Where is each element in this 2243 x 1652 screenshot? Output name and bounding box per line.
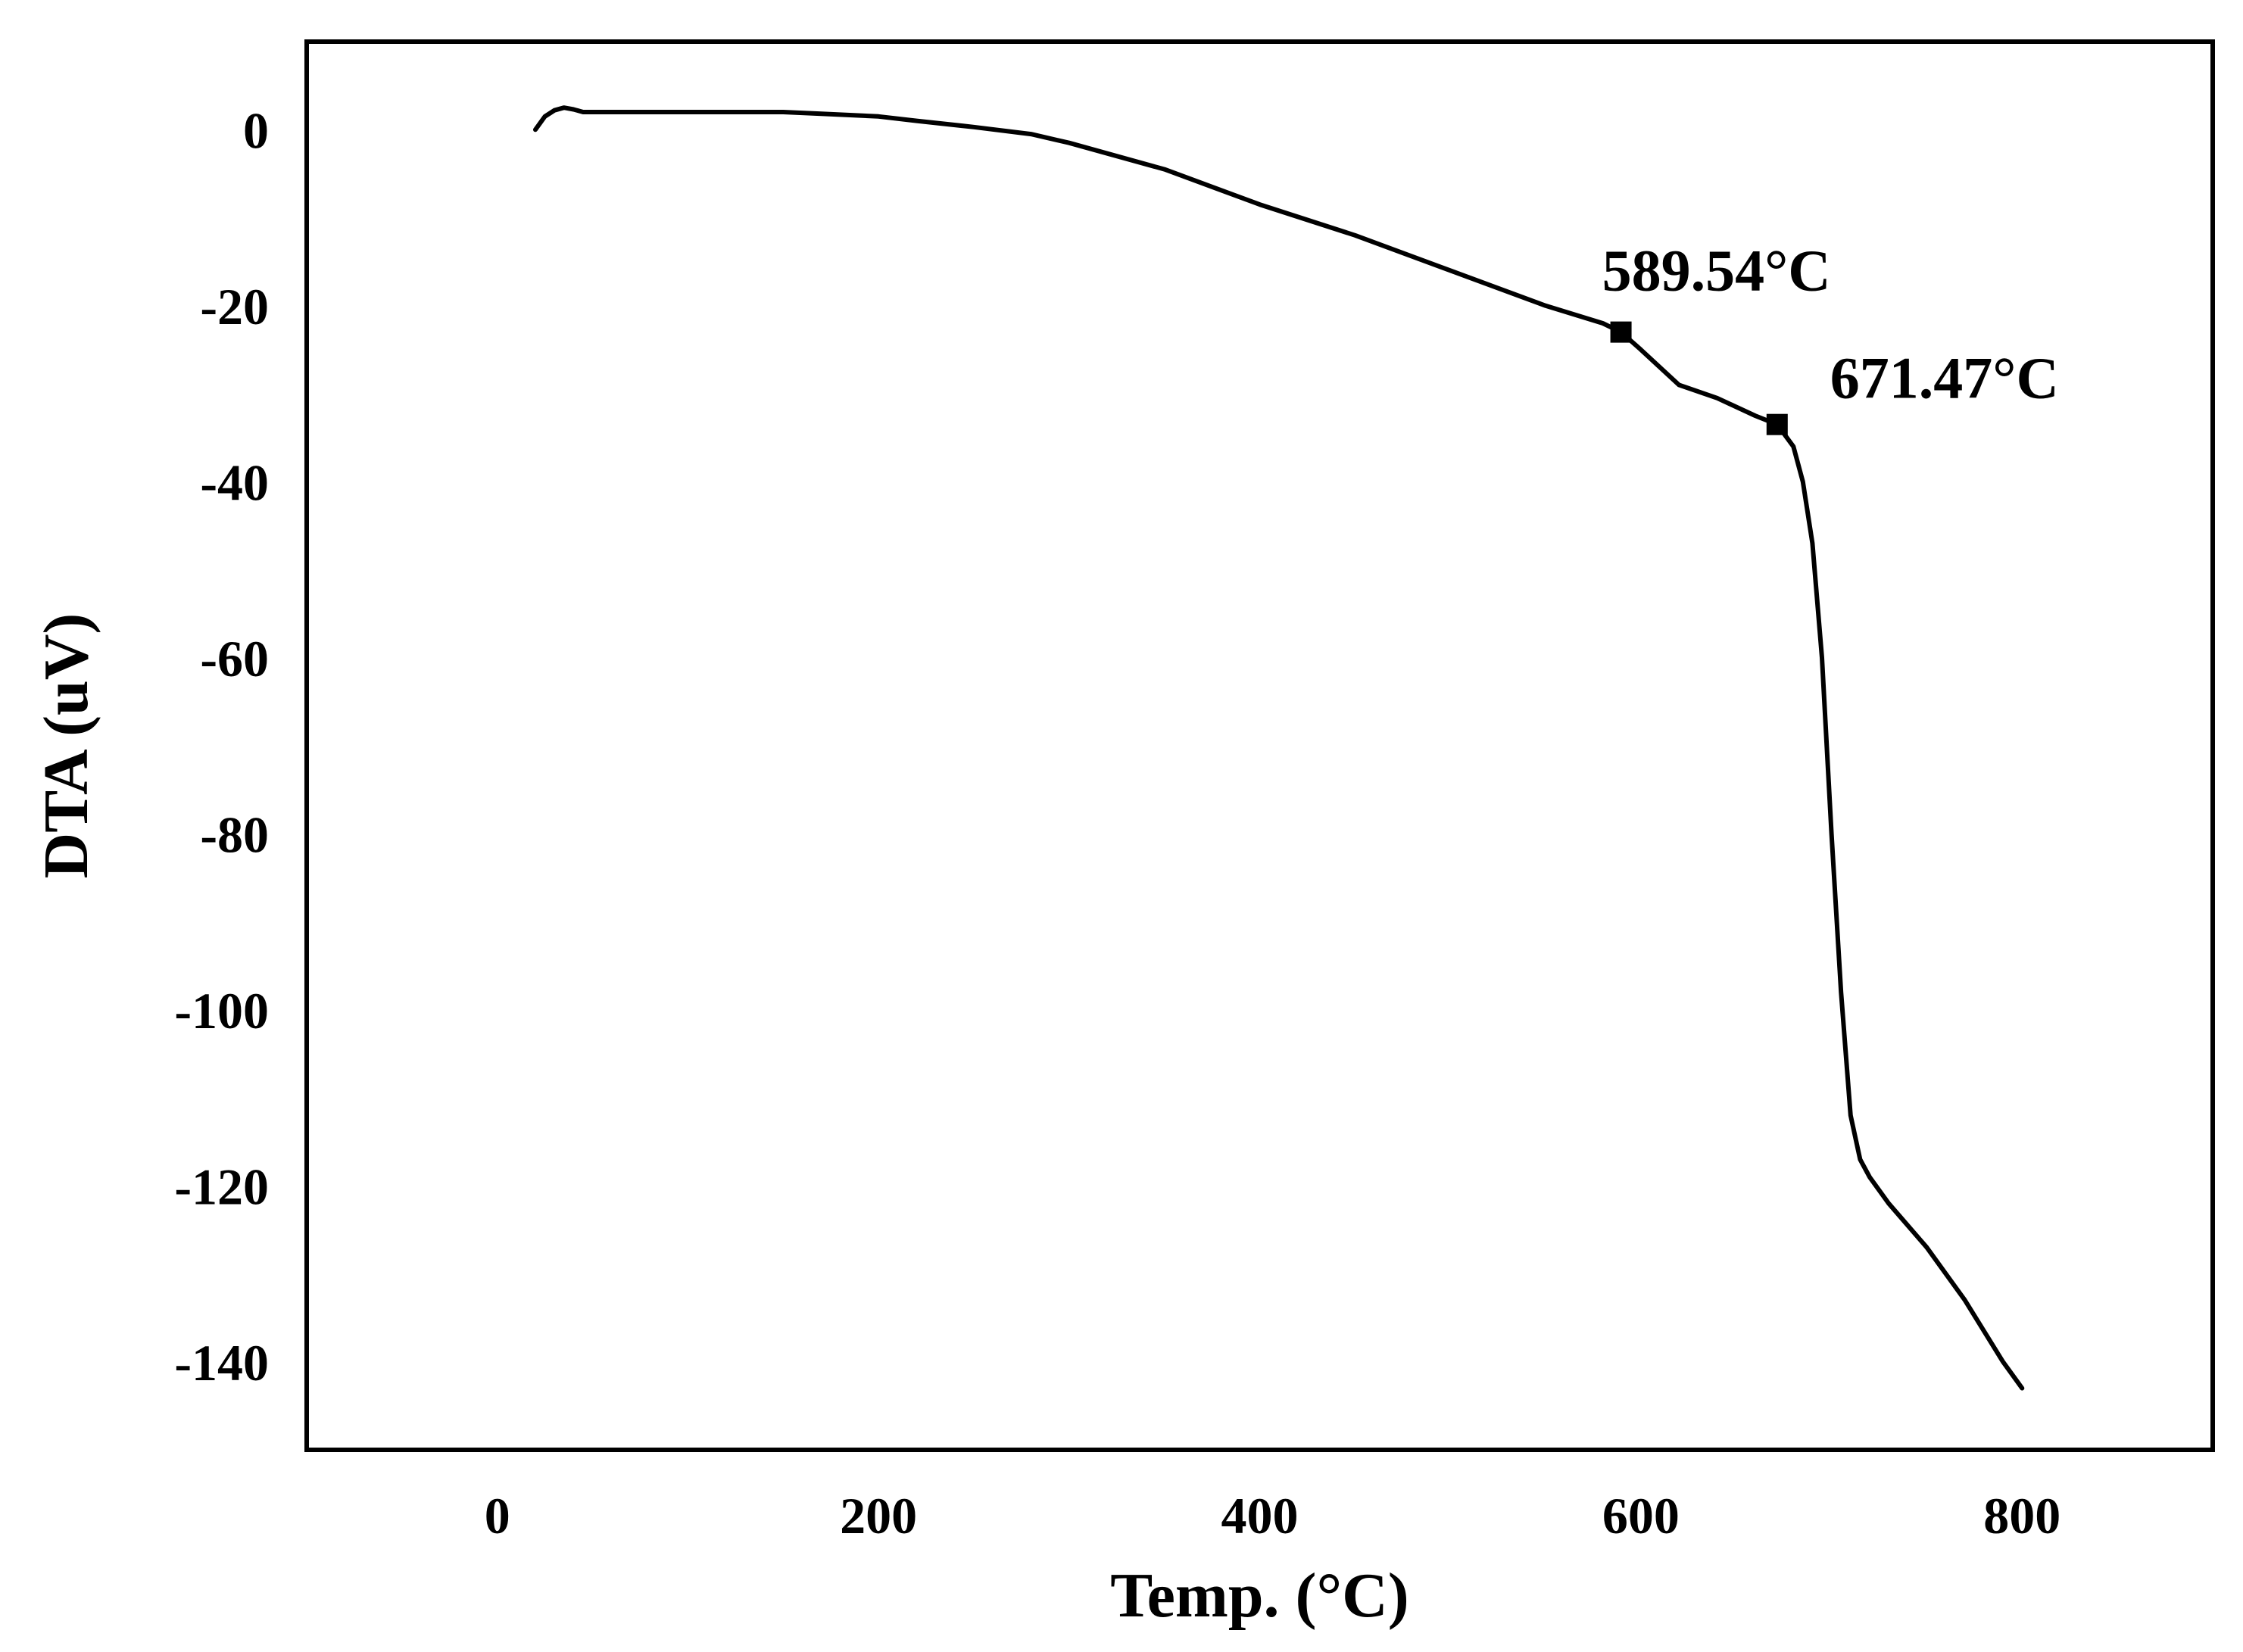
plot-content: 589.54°C 671.47°C <box>533 105 2059 1391</box>
y-axis-ticks: 0 -20 -40 -60 -80 -100 -120 -140 <box>174 101 269 1392</box>
y-tick-label: -20 <box>200 278 269 335</box>
y-tick-label: -40 <box>200 454 269 511</box>
y-tick-label: -60 <box>200 630 269 687</box>
x-tick-label: 200 <box>840 1487 917 1544</box>
y-tick-label: 0 <box>243 101 269 159</box>
x-axis-ticks: 0 200 400 600 800 <box>485 1487 2061 1544</box>
x-axis-title: Temp. (°C) <box>1110 1560 1409 1631</box>
y-tick-label: -120 <box>174 1158 269 1215</box>
y-axis-title: DTA (uV) <box>31 613 101 879</box>
peak-marker <box>1610 321 1632 343</box>
x-tick-label: 400 <box>1221 1487 1299 1544</box>
plot-frame <box>304 39 2215 1452</box>
peak-marker <box>1766 413 1788 435</box>
x-tick-label: 0 <box>485 1487 510 1544</box>
y-tick-label: -80 <box>200 806 269 863</box>
x-tick-label: 600 <box>1602 1487 1680 1544</box>
peak-annotation: 671.47°C <box>1830 345 2059 411</box>
y-tick-label: -100 <box>174 982 269 1040</box>
x-tick-label: 800 <box>1983 1487 2061 1544</box>
y-tick-label: -140 <box>174 1334 269 1392</box>
peak-annotation: 589.54°C <box>1602 238 1831 304</box>
dta-curve <box>533 105 2025 1391</box>
